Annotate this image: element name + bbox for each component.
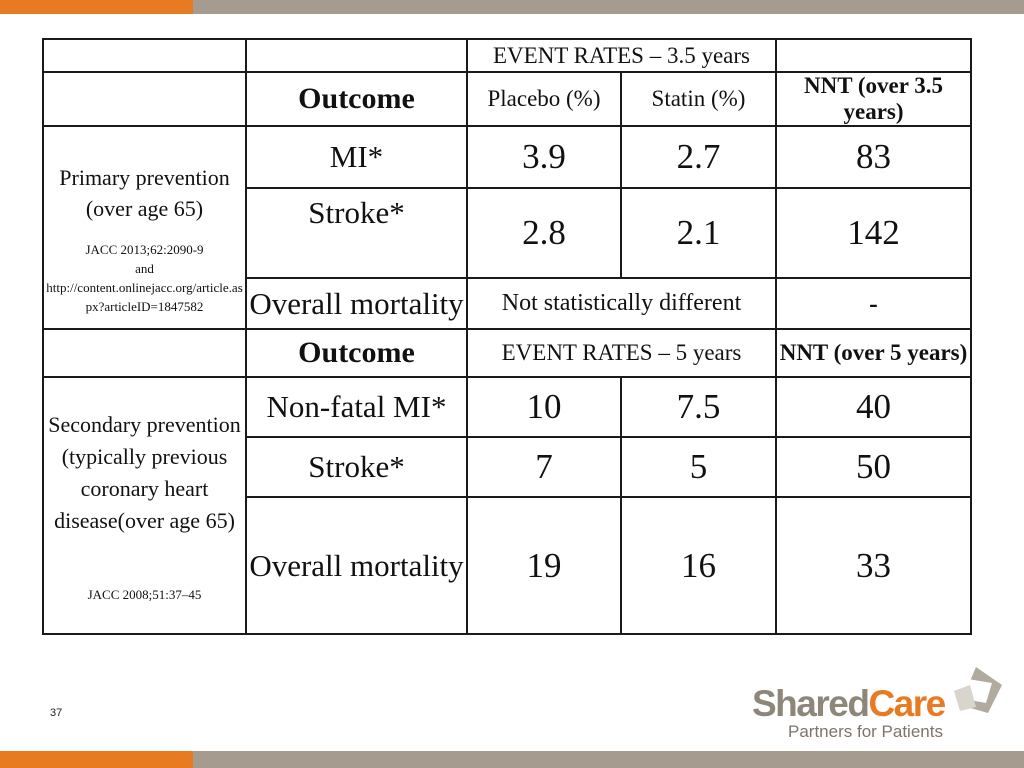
- statin-value: 2.7: [620, 125, 777, 189]
- statin-value: 2.1: [620, 187, 777, 279]
- logo-tagline: Partners for Patients: [788, 722, 943, 741]
- outcome-header: Outcome: [245, 328, 468, 378]
- statin-value: 7.5: [620, 376, 777, 438]
- secondary-title-line3: coronary heart: [80, 475, 209, 501]
- statin-header: Statin (%): [620, 71, 777, 127]
- nnt-value: 142: [775, 187, 972, 279]
- table-row: Stroke* 2.8 2.1 142: [43, 187, 972, 279]
- slide-number: 37: [50, 707, 63, 719]
- table-row: Stroke* 7 5 50: [43, 436, 972, 498]
- table-row: Secondary prevention (typically previous…: [42, 376, 972, 635]
- statin-value: 5: [620, 436, 777, 498]
- placebo-value: 3.9: [466, 125, 622, 189]
- outcome-header: Outcome: [245, 71, 468, 127]
- primary-title-line1: Primary prevention: [59, 164, 230, 190]
- outcome-cell: Stroke*: [245, 187, 468, 279]
- primary-prevention-label: Primary prevention (over age 65) JACC 20…: [42, 125, 247, 330]
- sharedcare-logo: SharedCare Partners for Patients: [752, 665, 1012, 745]
- nnt-value: 83: [775, 125, 972, 189]
- table-row: Overall mortality Not statistically diff…: [43, 277, 972, 330]
- secondary-reference: JACC 2008;51:37–45: [87, 586, 202, 602]
- placebo-value: 19: [466, 496, 622, 635]
- outcome-cell: Overall mortality: [245, 496, 468, 635]
- primary-title-line2: (over age 65): [85, 195, 204, 221]
- not-significant-note: Not statistically different: [466, 277, 777, 330]
- logo-care-text: Care: [868, 683, 946, 724]
- table-row: Primary prevention (over age 65) JACC 20…: [42, 125, 972, 330]
- outcome-cell: Non-fatal MI*: [245, 376, 468, 438]
- primary-reference: JACC 2013;62:2090-9 and http://content.o…: [44, 240, 245, 316]
- table-subheader-row: Outcome EVENT RATES – 5 years NNT (over …: [42, 328, 972, 378]
- statin-value: 16: [620, 496, 777, 635]
- table-header-row-2: Outcome Placebo (%) Statin (%) NNT (over…: [42, 71, 972, 127]
- placebo-value: 7: [466, 436, 622, 498]
- empty-header-cell: [775, 38, 972, 73]
- primary-ref-line3: http://content.onlinejacc.org/article.as: [46, 279, 243, 295]
- primary-ref-line2: and: [135, 260, 154, 276]
- nnt-value: 33: [775, 496, 972, 635]
- outcome-cell: MI*: [245, 125, 468, 189]
- table-row: Overall mortality 19 16 33: [43, 496, 972, 635]
- empty-header-cell: [42, 328, 247, 378]
- empty-header-cell: [42, 38, 247, 73]
- top-accent-bar-grey: [193, 0, 1024, 14]
- outcome-cell: Stroke*: [245, 436, 468, 498]
- table-header-row-1: EVENT RATES – 3.5 years: [42, 38, 972, 73]
- empty-header-cell: [245, 38, 468, 73]
- secondary-title-line4: disease(over age 65): [54, 507, 235, 533]
- placebo-value: 2.8: [466, 187, 622, 279]
- nnt-value: 50: [775, 436, 972, 498]
- event-rates-5-header: EVENT RATES – 5 years: [466, 328, 777, 378]
- secondary-title-line2: (typically previous: [61, 443, 228, 469]
- event-rates-35-header: EVENT RATES – 3.5 years: [466, 38, 777, 73]
- nnt-value: -: [775, 277, 972, 330]
- secondary-prevention-label: Secondary prevention (typically previous…: [42, 376, 247, 635]
- nnt-35-header: NNT (over 3.5 years): [775, 71, 972, 127]
- nnt-value: 40: [775, 376, 972, 438]
- outcome-cell: Overall mortality: [245, 277, 468, 330]
- primary-ref-line4: px?articleID=1847582: [85, 298, 204, 314]
- statin-outcomes-table: EVENT RATES – 3.5 years Outcome Placebo …: [42, 38, 972, 635]
- secondary-title-line1: Secondary prevention: [48, 411, 241, 437]
- empty-header-cell: [42, 71, 247, 127]
- nnt-5-header: NNT (over 5 years): [775, 328, 972, 378]
- top-accent-bar-orange: [0, 0, 193, 14]
- logo-shared-text: Shared: [752, 683, 870, 724]
- bottom-accent-bar-orange: [0, 751, 193, 768]
- placebo-value: 10: [466, 376, 622, 438]
- primary-ref-line1: JACC 2013;62:2090-9: [85, 241, 204, 257]
- logo-mark-icon: [954, 667, 1002, 713]
- bottom-accent-bar-grey: [193, 751, 1024, 768]
- placebo-header: Placebo (%): [466, 71, 622, 127]
- logo-wordmark: SharedCare: [752, 683, 946, 725]
